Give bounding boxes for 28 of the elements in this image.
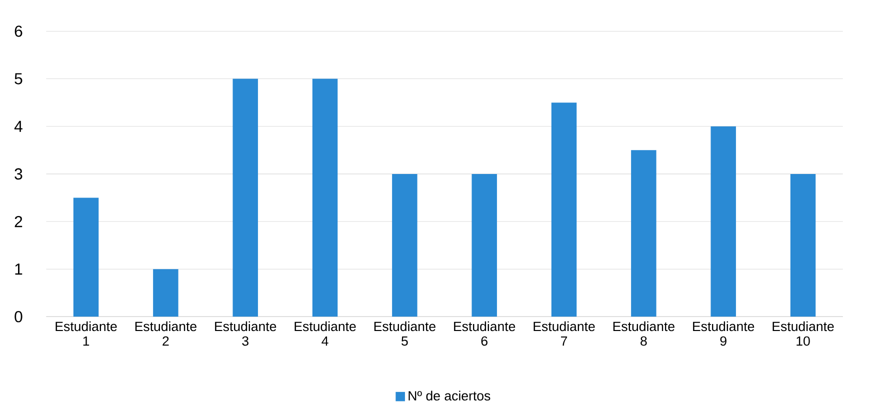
x-tick-label: Estudiante 4 (294, 321, 356, 346)
legend-label: Nº de aciertos (408, 390, 490, 400)
y-tick-label: 3 (14, 168, 22, 180)
bar (312, 78, 338, 317)
bar (790, 174, 816, 317)
bar (631, 150, 656, 317)
y-tick-label: 5 (14, 73, 22, 84)
y-tick-label: 6 (14, 25, 22, 37)
bar (710, 126, 736, 317)
x-tick-label: Estudiante 1 (56, 321, 117, 346)
y-tick-label: 2 (14, 216, 22, 227)
x-tick-label: Estudiante 10 (772, 321, 834, 346)
x-tick-label: Estudiante 3 (215, 321, 276, 346)
y-tick-label: 0 (14, 310, 22, 322)
bar (392, 174, 418, 317)
bar (73, 198, 99, 317)
x-tick-label: Estudiante 8 (613, 321, 674, 346)
y-tick-label: 1 (15, 264, 22, 274)
bar (232, 78, 258, 317)
x-tick-label: Estudiante 7 (534, 321, 595, 346)
bar (153, 268, 178, 317)
x-tick-label: Estudiante 9 (693, 321, 754, 346)
x-tick-label: Estudiante 5 (374, 321, 436, 346)
y-tick-label: 4 (14, 120, 22, 132)
bar (551, 102, 577, 317)
x-tick-label: Estudiante 6 (454, 321, 516, 346)
x-tick-label: Estudiante 2 (135, 321, 196, 346)
bar (472, 174, 497, 317)
